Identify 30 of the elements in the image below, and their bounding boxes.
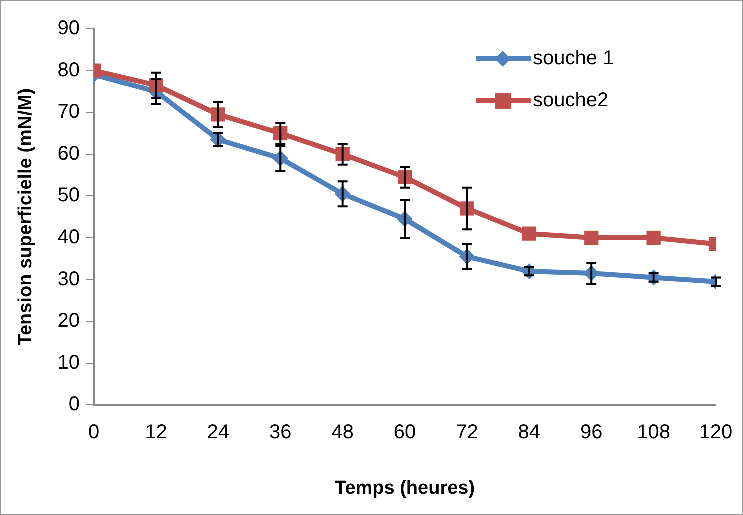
y-tick-label: 50	[58, 184, 80, 207]
x-axis-title: Temps (heures)	[334, 478, 476, 499]
point	[522, 226, 536, 241]
y-tick-label: 70	[58, 101, 80, 124]
y-axis-title: Tension superficielle (mN/M)	[16, 88, 37, 346]
y-tick-label: 10	[58, 352, 80, 374]
x-tick-label: 12	[145, 422, 168, 444]
y-tick-label: 80	[58, 59, 80, 82]
x-tick-label: 24	[207, 422, 230, 444]
y-tick-label: 0	[68, 394, 80, 416]
x-tick-label: 48	[332, 422, 354, 444]
legend-label: souche2	[533, 90, 609, 112]
x-tick-label: 84	[518, 422, 541, 444]
x-tick-label: 60	[394, 422, 416, 444]
y-tick-label: 40	[58, 226, 80, 249]
point	[521, 263, 538, 280]
y-tick-label: 90	[58, 18, 80, 40]
x-tick-label: 72	[456, 422, 478, 444]
y-tick-label: 60	[58, 142, 80, 165]
point	[646, 270, 662, 286]
point	[584, 230, 599, 246]
y-tick-label: 30	[58, 268, 80, 290]
y-tick-label: 20	[58, 310, 80, 332]
legend-label: souche 1	[533, 48, 614, 70]
x-tick-label: 108	[637, 422, 670, 444]
x-tick-label: 96	[580, 422, 603, 444]
x-tick-label: 120	[699, 422, 733, 444]
point	[646, 230, 661, 246]
x-tick-label: 36	[270, 422, 292, 444]
x-tick-label: 0	[88, 422, 100, 444]
